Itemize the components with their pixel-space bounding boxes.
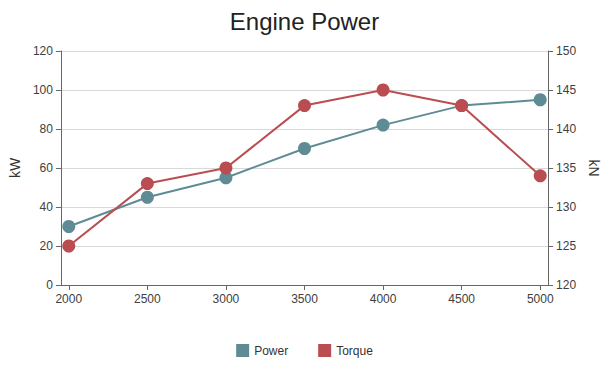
svg-text:135: 135 <box>556 161 576 175</box>
svg-text:2000: 2000 <box>55 292 82 306</box>
svg-text:4500: 4500 <box>448 292 475 306</box>
svg-text:120: 120 <box>556 278 576 292</box>
svg-text:2500: 2500 <box>134 292 161 306</box>
svg-text:120: 120 <box>33 44 53 58</box>
svg-text:80: 80 <box>40 122 54 136</box>
svg-text:5000: 5000 <box>527 292 554 306</box>
svg-text:Power: Power <box>254 344 288 358</box>
svg-text:140: 140 <box>556 122 576 136</box>
svg-text:0: 0 <box>46 278 53 292</box>
svg-text:130: 130 <box>556 200 576 214</box>
svg-text:145: 145 <box>556 83 576 97</box>
svg-text:3500: 3500 <box>291 292 318 306</box>
svg-text:kW: kW <box>7 157 23 178</box>
svg-text:4000: 4000 <box>370 292 397 306</box>
svg-text:60: 60 <box>40 161 54 175</box>
svg-text:Engine Power: Engine Power <box>230 8 379 35</box>
svg-text:3000: 3000 <box>213 292 240 306</box>
svg-text:125: 125 <box>556 239 576 253</box>
svg-text:40: 40 <box>40 200 54 214</box>
svg-text:Torque: Torque <box>336 344 373 358</box>
svg-text:20: 20 <box>40 239 54 253</box>
svg-text:kN: kN <box>586 159 602 176</box>
svg-text:100: 100 <box>33 83 53 97</box>
svg-text:150: 150 <box>556 44 576 58</box>
